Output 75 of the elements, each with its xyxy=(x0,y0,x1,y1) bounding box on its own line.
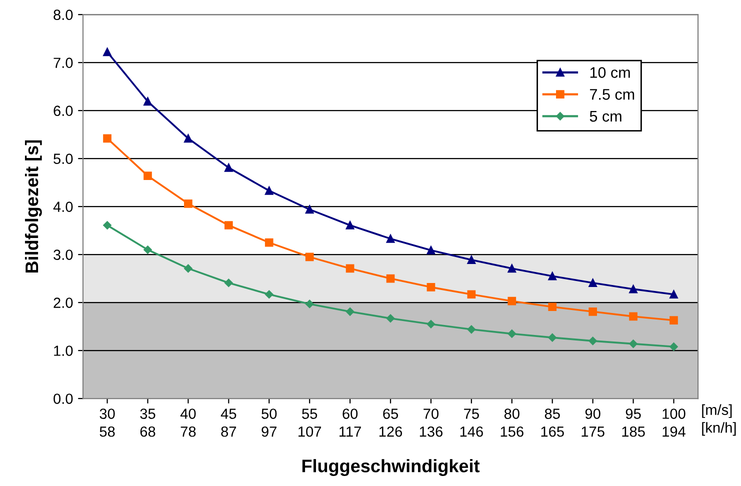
point xyxy=(224,221,233,230)
x-tick-label: 40 78 xyxy=(180,408,196,437)
point xyxy=(144,172,152,180)
point xyxy=(103,221,112,230)
point xyxy=(670,316,678,324)
y-tick-label: 8.0 xyxy=(54,10,73,20)
y-tick-label: 2.0 xyxy=(54,298,73,308)
point xyxy=(264,186,274,195)
point xyxy=(426,283,436,292)
point xyxy=(588,278,597,288)
point xyxy=(224,278,233,287)
point xyxy=(346,308,354,316)
point xyxy=(467,256,476,264)
point xyxy=(588,307,597,316)
point xyxy=(386,314,395,323)
y-tick-label: 5.0 xyxy=(54,154,73,164)
point xyxy=(144,246,152,254)
point xyxy=(184,264,192,273)
x-tick-label: 60 117 xyxy=(340,408,361,437)
point xyxy=(264,290,274,299)
point xyxy=(103,134,112,143)
point xyxy=(467,325,476,334)
point xyxy=(386,234,395,243)
point xyxy=(548,302,557,312)
point xyxy=(264,238,274,247)
point xyxy=(386,274,395,283)
x-tick-label: 30 58 xyxy=(100,408,115,437)
point xyxy=(305,205,314,214)
y-axis-title: Bildfolgezeit [s] xyxy=(24,140,42,273)
x-tick-label: 45 87 xyxy=(220,408,236,437)
x-tick-label: 90 175 xyxy=(582,408,604,437)
x-tick-label: 50 97 xyxy=(262,408,277,437)
point xyxy=(508,264,516,273)
x-tick-label: 65 126 xyxy=(379,408,402,437)
point xyxy=(184,134,192,143)
y-tick-label: 7.0 xyxy=(54,58,73,68)
y-tick-label: 1.0 xyxy=(54,346,73,356)
point xyxy=(670,342,678,351)
legend-label: 7.5 cm xyxy=(590,89,634,100)
point xyxy=(548,272,557,280)
x-tick-label: 55 107 xyxy=(298,408,322,437)
point xyxy=(144,97,152,106)
point xyxy=(629,284,638,294)
point xyxy=(426,246,436,254)
legend-label: 5 cm xyxy=(590,111,622,122)
point xyxy=(305,252,314,262)
point xyxy=(305,300,314,308)
point xyxy=(346,221,354,230)
legend-label: 10 cm xyxy=(590,67,630,78)
x-tick-label: 75 146 xyxy=(460,408,483,437)
x-axis-title: Fluggeschwindigkeit xyxy=(302,459,480,476)
x-tick-label: 80 156 xyxy=(500,408,524,437)
x-tick-label: 95 185 xyxy=(622,408,645,437)
y-tick-label: 6.0 xyxy=(54,106,73,116)
point xyxy=(426,320,436,328)
point xyxy=(103,48,112,56)
point xyxy=(670,290,678,299)
point xyxy=(346,264,354,273)
point xyxy=(508,296,516,306)
point xyxy=(224,164,233,172)
text: [m/s] [kn/h] xyxy=(702,404,736,436)
point xyxy=(629,312,638,321)
point xyxy=(629,340,638,348)
point xyxy=(184,200,192,208)
point xyxy=(588,336,597,346)
point xyxy=(548,333,556,342)
point xyxy=(508,330,516,338)
y-tick-label: 0.0 xyxy=(54,394,73,404)
x-tick-label: 35 68 xyxy=(140,408,156,437)
y-tick-label: 4.0 xyxy=(53,202,73,212)
point xyxy=(467,290,476,299)
x-tick-label: 100 194 xyxy=(662,408,686,437)
y-tick-label: 3.0 xyxy=(54,250,73,260)
x-tick-label: 85 165 xyxy=(541,408,564,437)
x-tick-label: 70 136 xyxy=(420,408,442,437)
